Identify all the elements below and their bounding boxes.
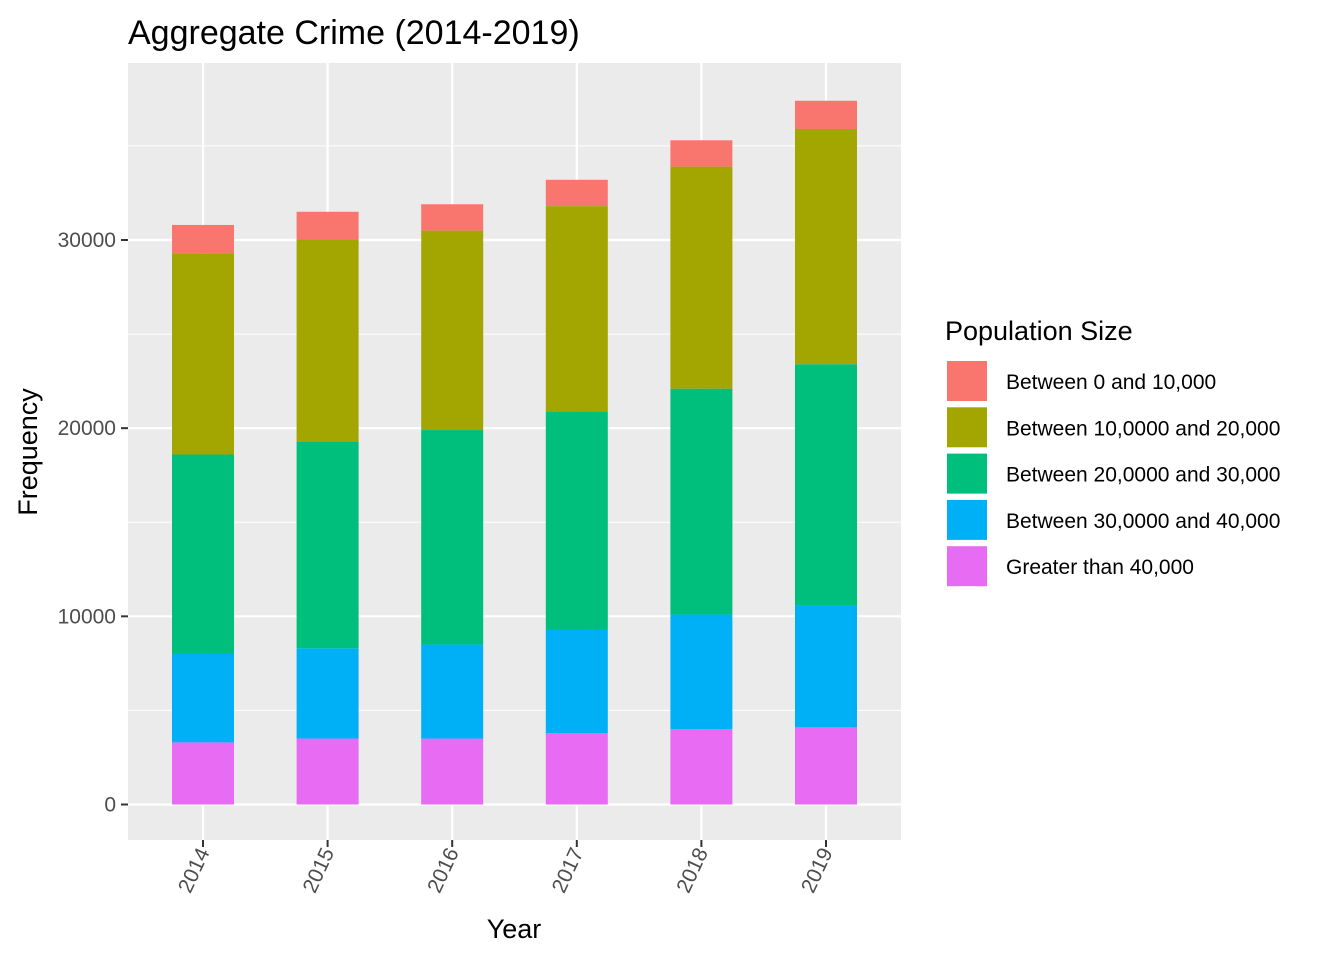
bar-segment-2019-4 (795, 100, 857, 129)
bar-segment-2015-3 (296, 240, 359, 442)
x-tick-label: 2018 (672, 844, 713, 896)
x-tick-label: 2015 (299, 844, 340, 896)
bar-segment-2016-2 (421, 430, 484, 645)
bar-segment-2014-3 (172, 253, 234, 455)
bar-segment-2018-3 (670, 166, 733, 389)
legend-label: Between 0 and 10,000 (1006, 371, 1216, 394)
bar-segment-2019-3 (795, 128, 857, 365)
plot-panel (128, 63, 901, 840)
y-tick-label: 30000 (58, 229, 116, 252)
bar-segment-2014-0 (172, 742, 234, 805)
bar-segment-2019-2 (795, 364, 857, 606)
bar-segment-2016-4 (421, 204, 484, 231)
legend-label: Between 10,0000 and 20,000 (1006, 417, 1280, 440)
legend-key (945, 451, 989, 496)
bars (172, 100, 857, 805)
y-tick-label: 20000 (58, 417, 116, 440)
bar-segment-2018-0 (670, 729, 733, 805)
x-tick-label: 2014 (174, 844, 215, 896)
bar-segment-2015-0 (296, 738, 359, 805)
bar-segment-2017-4 (545, 179, 608, 207)
grid-minor (128, 145, 901, 711)
y-axis-title: Frequency (13, 388, 43, 516)
bar-segment-2015-1 (296, 648, 359, 739)
legend-label: Greater than 40,000 (1006, 556, 1194, 579)
legend: Population Size Between 0 and 10,000Betw… (945, 316, 1280, 589)
bar-segment-2019-0 (795, 727, 857, 805)
bar-segment-2014-4 (172, 224, 234, 254)
y-tick-label: 10000 (58, 605, 116, 628)
legend-label: Between 20,0000 and 30,000 (1006, 464, 1280, 487)
legend-label: Between 30,0000 and 40,000 (1006, 510, 1280, 533)
bar-segment-2018-4 (670, 140, 733, 167)
x-axis-title: Year (487, 914, 542, 944)
bar-segment-2015-4 (296, 211, 359, 240)
legend-items: Between 0 and 10,000 Between 10,0000 and … (945, 359, 1280, 589)
x-tick-label: 2019 (797, 844, 838, 896)
bar-segment-2014-2 (172, 454, 234, 654)
bar-segment-2015-2 (296, 441, 359, 649)
chart-title: Aggregate Crime (2014-2019) (128, 14, 580, 52)
bar-segment-2016-1 (421, 644, 484, 739)
bar-segment-2019-1 (795, 605, 857, 728)
bar-segment-2018-2 (670, 388, 733, 615)
bar-segment-2014-1 (172, 653, 234, 743)
legend-key (945, 497, 989, 542)
legend-title: Population Size (945, 316, 1133, 346)
y-tick-label: 0 (104, 794, 116, 817)
x-tick-label: 2016 (423, 844, 464, 896)
legend-key (945, 544, 989, 589)
bar-segment-2017-2 (545, 411, 608, 630)
x-tick-label: 2017 (548, 844, 589, 896)
y-axis: 0 10000 20000 30000 (58, 229, 128, 817)
x-axis: 2014 2015 2016 2017 2018 2019 (174, 840, 838, 896)
legend-key (945, 405, 989, 450)
bar-segment-2017-3 (545, 206, 608, 412)
bar-segment-2016-0 (421, 738, 484, 805)
bar-segment-2018-1 (670, 614, 733, 730)
bar-segment-2017-0 (545, 732, 608, 805)
bar-segment-2016-3 (421, 230, 484, 431)
bar-segment-2017-1 (545, 629, 608, 733)
legend-key (945, 359, 989, 403)
